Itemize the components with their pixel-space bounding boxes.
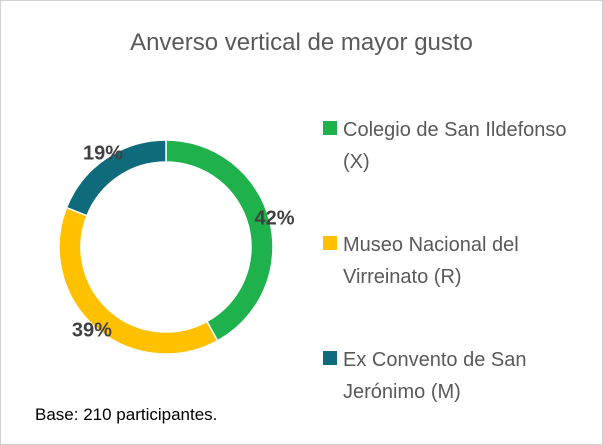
- data-label: 42%: [254, 207, 294, 229]
- note: Base: 210 participantes.: [35, 405, 218, 424]
- legend-item: Colegio de San Ildefonso (X): [323, 114, 593, 178]
- donut-segment: [65, 139, 167, 217]
- legend-label: Colegio de San Ildefonso (X): [343, 119, 567, 173]
- data-label: 39%: [72, 319, 112, 341]
- legend-item: Museo Nacional del Virreinato (R): [323, 229, 593, 293]
- chart-title: Anverso vertical de mayor gusto: [130, 29, 473, 56]
- donut-segment: [165, 139, 274, 342]
- legend-label: Ex Convento de San Jerónimo (M): [343, 349, 527, 403]
- legend-swatch: [323, 236, 337, 250]
- legend-item: Ex Convento de San Jerónimo (M): [323, 344, 593, 408]
- legend-swatch: [323, 351, 337, 365]
- data-label: 19%: [83, 143, 123, 165]
- legend-label: Museo Nacional del Virreinato (R): [343, 234, 519, 288]
- legend-swatch: [323, 121, 337, 135]
